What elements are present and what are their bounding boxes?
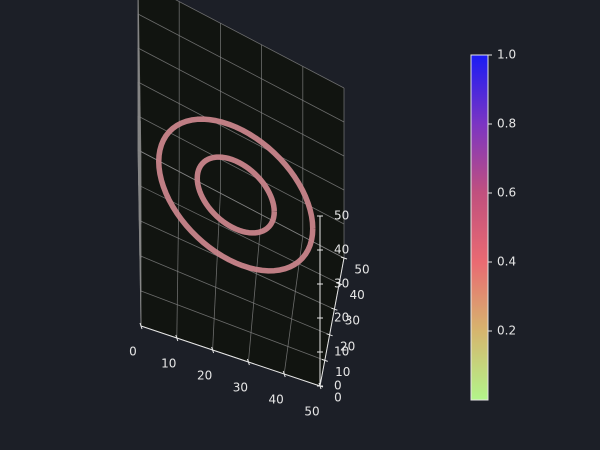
grid-left-z [137,0,142,157]
grid-left-z [137,149,142,327]
colorbar-tick-label: 0.4 [497,255,516,269]
grid-left-z [137,13,142,191]
y-tick-label: 40 [350,288,365,302]
series-ring-2 [194,154,277,236]
x-tick [175,334,179,342]
x-tick-label: 10 [161,357,176,371]
y-tick-label: 50 [354,263,369,277]
y-axis-line [319,257,345,387]
x-tick [246,358,250,366]
colorbar-tick-label: 0.8 [497,117,516,131]
grid-left-z [137,47,142,225]
y-tick-label: 20 [340,339,355,353]
z-tick-label: 30 [334,277,349,291]
x-tick-label: 50 [304,405,319,419]
y-tick [340,256,348,260]
y-tick [321,358,328,362]
y-tick [326,333,333,337]
z-tick-label: 20 [334,311,349,325]
y-tick [331,307,338,311]
x-tick [211,346,215,354]
grid-floor-x [176,171,180,339]
z-tick-label: 50 [334,209,349,223]
grid-back-z [137,47,345,157]
colorbar: 0.2 0.4 0.6 0.8 1.0 [470,48,516,401]
grid-floor-y [139,255,330,336]
z-tick-label: 10 [334,345,349,359]
series-group [156,116,316,274]
y-tick [336,282,343,286]
y-tick-label: 0 [334,391,342,405]
grid-back-z [137,13,345,123]
grid-floor-y [140,290,325,361]
y-tick-label: 30 [345,314,360,328]
x-tick-label: 30 [233,381,248,395]
x-tick [282,370,286,378]
z-tick-label: 40 [334,243,349,257]
z-tick-label: 0 [334,379,342,393]
colorbar-gradient [470,54,489,401]
axis-lines [140,216,345,387]
grid-left-z [137,115,142,293]
colorbar-tick-label: 1.0 [497,48,516,62]
x-axis-line [140,325,321,387]
grid-left-z [137,81,142,259]
grid-floor-x [248,214,262,363]
x-tick-label: 20 [197,369,212,383]
series-ring-1 [156,116,316,274]
x-tick-label: 40 [269,393,284,407]
x-tick [139,322,143,330]
grid-back-z [137,81,345,191]
colorbar-ticks: 0.2 0.4 0.6 0.8 1.0 [488,48,516,338]
y-tick-label: 10 [335,365,350,379]
colorbar-tick-label: 0.6 [497,186,516,200]
colorbar-tick-label: 0.2 [497,324,516,338]
grid-back-z [175,0,345,89]
x-tick-label: 0 [129,345,137,359]
